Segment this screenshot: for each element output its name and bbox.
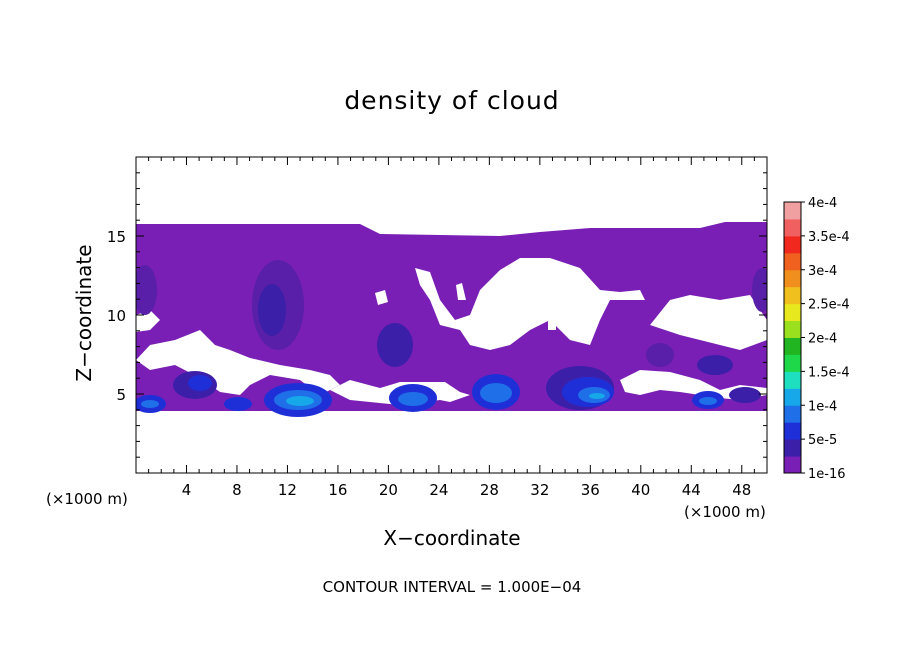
colorbar-label: 2.5e-4 [808, 298, 850, 313]
colorbar-label: 1.5e-4 [808, 365, 850, 380]
colorbar-swatch [784, 422, 801, 440]
colorbar-swatch [784, 303, 801, 322]
colorbar-swatch [784, 320, 801, 338]
x-tick-label: 16 [328, 481, 347, 499]
colorbar-swatch [784, 405, 801, 423]
core-indigo-5 [646, 343, 674, 367]
colorbar-swatch [784, 286, 801, 305]
core-indigo-4 [752, 268, 767, 312]
core-indigo-6 [697, 355, 733, 375]
y-tick-label: 5 [116, 386, 126, 404]
colorbar-swatch [784, 252, 801, 271]
colorbar-swatch [784, 235, 801, 254]
contour-field [136, 222, 767, 417]
colorbar-swatch [784, 354, 801, 372]
colorbar-swatch [784, 202, 801, 220]
clear-gap-left [136, 330, 340, 395]
x-tick-label: 24 [429, 481, 448, 499]
colorbar-swatch [784, 218, 801, 237]
x-tick-label: 48 [732, 481, 751, 499]
clear-gap-right [650, 295, 767, 350]
x-tick-label: 36 [581, 481, 600, 499]
core-indigo-3 [136, 265, 157, 315]
colorbar-label: 5e-5 [808, 433, 837, 448]
colorbar-label: 1e-4 [808, 399, 837, 414]
colorbar-label: 3.5e-4 [808, 230, 850, 245]
x-axis-unit-left: (×1000 m) [46, 490, 128, 508]
core-indigo-7 [729, 387, 761, 403]
x-tick-label: 8 [232, 481, 242, 499]
base-cells [136, 366, 724, 417]
x-tick-label: 32 [530, 481, 549, 499]
x-tick-label: 12 [278, 481, 297, 499]
x-axis-unit-right: (×1000 m) [684, 503, 766, 521]
x-tick-label: 28 [480, 481, 499, 499]
colorbar: 1e-16 5e-5 1e-4 1.5e-4 2e-4 2.5e-4 3e-4 3.5e-4 4… [783, 196, 850, 482]
colorbar-label: 4e-4 [808, 196, 837, 211]
colorbar-label: 1e-16 [808, 467, 846, 482]
core-indigo-1b [258, 284, 286, 336]
x-tick-label: 4 [182, 481, 192, 499]
y-tick-label: 15 [107, 228, 126, 246]
x-tick-label: 40 [631, 481, 650, 499]
chart-title: density of cloud [344, 86, 560, 115]
colorbar-swatch [784, 456, 801, 474]
core-indigo-2 [377, 323, 413, 367]
colorbar-swatch [784, 388, 801, 406]
x-tick-label: 20 [379, 481, 398, 499]
x-axis-label: X−coordinate [383, 526, 521, 550]
colorbar-swatch [784, 337, 801, 355]
colorbar-label: 2e-4 [808, 332, 837, 347]
clear-gap-central [415, 258, 645, 350]
y-tick-label: 10 [107, 307, 126, 325]
colorbar-swatch [784, 269, 801, 288]
contour-interval-note: CONTOUR INTERVAL = 1.000E−04 [322, 578, 582, 596]
colorbar-label: 3e-4 [808, 264, 837, 279]
x-tick-label: 44 [682, 481, 701, 499]
colorbar-swatch [784, 439, 801, 457]
colorbar-swatch [784, 371, 801, 389]
